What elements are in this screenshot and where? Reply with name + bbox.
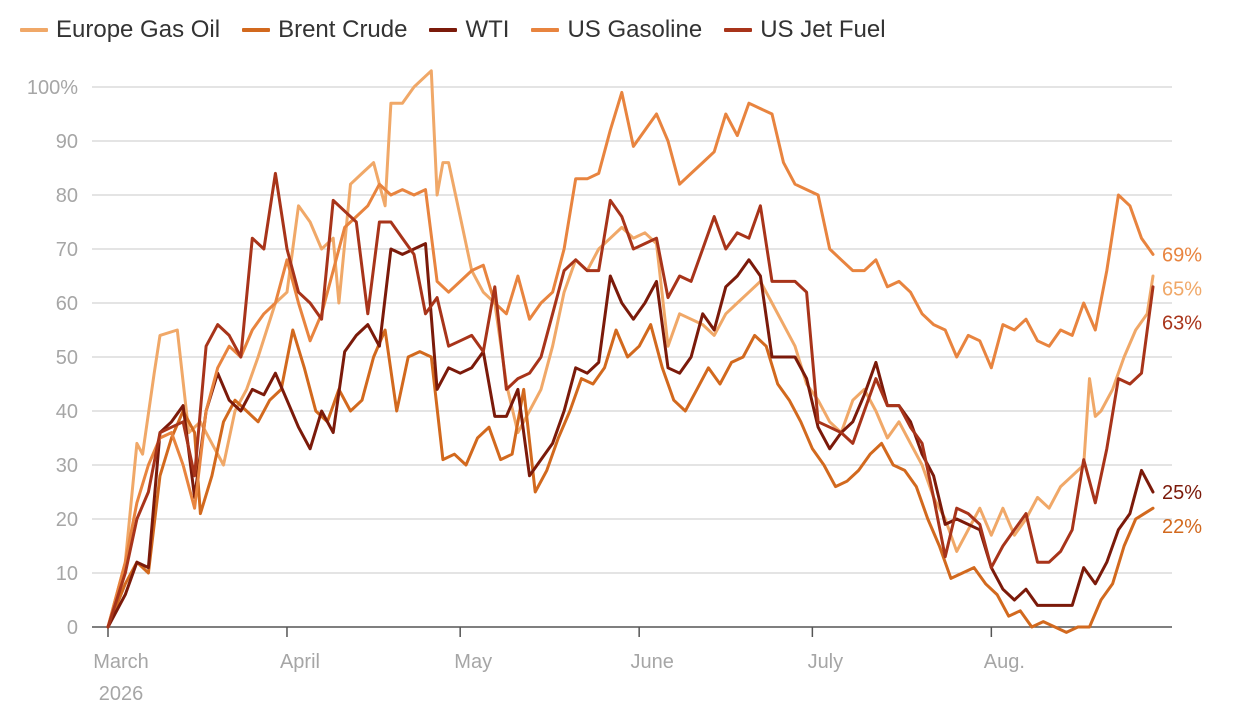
- chart-legend: Europe Gas Oil Brent Crude WTI US Gasoli…: [20, 12, 908, 48]
- y-tick-label-90: 90: [56, 131, 78, 153]
- legend-swatch-us-gasoline: [531, 28, 560, 32]
- legend-item-wti: WTI: [429, 16, 509, 44]
- x-tick-label-july: July: [808, 651, 844, 673]
- y-tick-label-100: 100%: [27, 77, 78, 99]
- legend-label-brent-crude: Brent Crude: [278, 16, 408, 43]
- end-labels: 69% 65% 63% 25% 22%: [1162, 244, 1202, 538]
- legend-label-us-gasoline: US Gasoline: [567, 16, 703, 43]
- legend-item-brent-crude: Brent Crude: [242, 16, 407, 44]
- legend-label-us-jet-fuel: US Jet Fuel: [760, 16, 886, 43]
- series-line-us-jet-fuel: [106, 171, 1155, 629]
- legend-label-europe-gas-oil: Europe Gas Oil: [56, 16, 221, 43]
- end-label-us-gasoline: 69%: [1162, 244, 1202, 266]
- y-tick-label-20: 20: [56, 509, 78, 531]
- y-axis-ticks: 0 10 20 30 40 50 60 70 80 90 100%: [27, 77, 78, 639]
- legend-swatch-europe-gas-oil: [20, 28, 48, 32]
- y-tick-label-0: 0: [67, 617, 78, 639]
- y-tick-label-80: 80: [56, 185, 78, 207]
- x-tick-label-may: May: [454, 651, 492, 673]
- grid-lines: [92, 86, 1172, 628]
- end-label-brent-crude: 22%: [1162, 516, 1202, 538]
- x-tick-label-aug: Aug.: [984, 651, 1025, 673]
- x-tick-label-june: June: [630, 651, 673, 673]
- series-line-wti: [106, 242, 1155, 629]
- end-label-wti: 25%: [1162, 482, 1202, 504]
- end-label-europe-gas-oil: 65%: [1162, 278, 1202, 300]
- legend-swatch-us-jet-fuel: [724, 28, 753, 32]
- legend-swatch-brent-crude: [242, 28, 271, 32]
- y-tick-label-70: 70: [56, 239, 78, 261]
- y-tick-label-40: 40: [56, 401, 78, 423]
- y-tick-label-50: 50: [56, 347, 78, 369]
- x-tick-sublabel-march: 2026: [99, 683, 144, 705]
- x-axis-ticks: March 2026 April May June July Aug.: [93, 627, 1025, 705]
- legend-item-europe-gas-oil: Europe Gas Oil: [20, 16, 220, 44]
- x-tick-label-march: March: [93, 651, 149, 673]
- y-tick-label-10: 10: [56, 563, 78, 585]
- series-line-us-gasoline: [106, 90, 1155, 629]
- series-lines: [106, 69, 1155, 634]
- y-tick-label-30: 30: [56, 455, 78, 477]
- legend-swatch-wti: [429, 28, 458, 32]
- series-line-brent-crude: [106, 323, 1155, 634]
- legend-item-us-jet-fuel: US Jet Fuel: [724, 16, 886, 44]
- legend-label-wti: WTI: [465, 16, 510, 43]
- y-tick-label-60: 60: [56, 293, 78, 315]
- x-tick-label-april: April: [280, 651, 320, 673]
- end-label-us-jet-fuel: 63%: [1162, 312, 1202, 334]
- legend-item-us-gasoline: US Gasoline: [531, 16, 702, 44]
